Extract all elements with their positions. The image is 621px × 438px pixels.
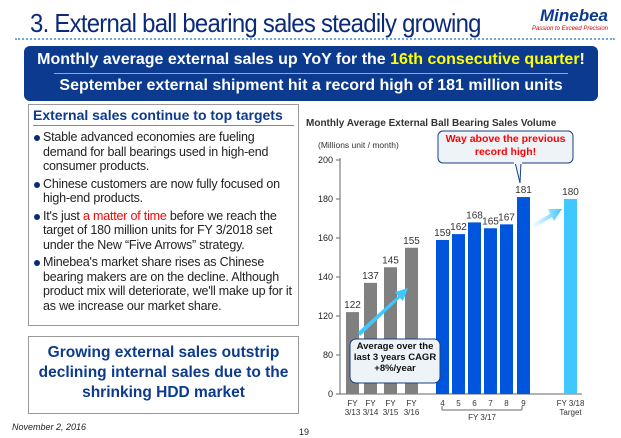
record-callout: Way above the previous record high!	[437, 130, 574, 184]
bar-value-label: 145	[382, 255, 399, 266]
panel-heading: External sales continue to top targets	[33, 107, 294, 126]
bar-value-label: 155	[403, 236, 420, 247]
x-tick-label: 5	[456, 399, 461, 408]
x-tick-label: FY 3/18 Target	[557, 399, 585, 417]
logo-name: Minebea	[539, 6, 608, 25]
x-tick-label: 8	[504, 399, 509, 408]
cagr-callout-text: Average over the last 3 years CAGR +8%/y…	[353, 341, 437, 374]
target-arrow-icon	[532, 209, 562, 228]
banner-line-1: Monthly average external sales up YoY fo…	[24, 51, 598, 69]
bar-value-label: 167	[498, 212, 515, 223]
bar-value-label: 181	[515, 185, 532, 196]
banner-divider	[54, 73, 568, 74]
x-tick-label: 4	[440, 399, 445, 408]
headline-banner: Monthly average external sales up YoY fo…	[24, 46, 598, 101]
bar	[517, 197, 530, 394]
bar-value-label: 122	[344, 300, 361, 311]
bullet-item: It's just a matter of time before we rea…	[33, 209, 294, 253]
y-tick-label: 80	[323, 350, 333, 360]
bar-value-label: 165	[482, 216, 499, 227]
bar-value-label: 180	[562, 187, 579, 198]
page-title: 3. External ball bearing sales steadily …	[30, 8, 481, 38]
bar-value-label: 159	[434, 228, 451, 239]
bullet-item: Stable advanced economies are fueling de…	[33, 130, 294, 174]
title-divider	[15, 38, 615, 40]
bullet-item: Chinese customers are now fully focused …	[33, 177, 294, 206]
bar	[452, 234, 465, 394]
summary-box: Growing external sales outstrip declinin…	[28, 336, 299, 414]
bullet-item: Minebea's market share rises as Chinese …	[33, 255, 294, 313]
record-callout-text: Way above the previous record high!	[445, 133, 566, 158]
y-tick-label: 160	[318, 233, 333, 243]
page-number: 19	[299, 427, 310, 437]
y-tick-label: 0	[328, 389, 333, 399]
bullet-list: Stable advanced economies are fueling de…	[29, 130, 298, 313]
y-tick-label: 140	[318, 272, 333, 282]
footer-date: November 2, 2016	[12, 422, 87, 432]
chart-title: Monthly Average External Ball Bearing Sa…	[306, 118, 557, 129]
bar-value-label: 162	[450, 222, 467, 233]
x-tick-label: FY 3/16	[404, 399, 420, 417]
y-tick-label: 200	[318, 155, 333, 165]
banner-text: !	[579, 51, 585, 68]
bullet-text: It's just	[43, 208, 83, 223]
logo-tagline: Passion to Exceed Precision	[531, 26, 608, 32]
y-tick-label: 180	[318, 194, 333, 204]
growth-arrow-icon	[358, 288, 408, 336]
banner-text: Monthly average external sales up YoY fo…	[37, 51, 391, 68]
x-tick-label: 9	[521, 399, 526, 408]
cagr-callout: Average over the last 3 years CAGR +8%/y…	[349, 338, 441, 384]
sales-volume-chart: Monthly Average External Ball Bearing Sa…	[306, 118, 585, 422]
x-tick-label: FY 3/13	[345, 399, 361, 417]
bullet-emphasis: a matter of time	[82, 208, 167, 223]
banner-line-2: September external shipment hit a record…	[59, 77, 563, 94]
y-tick-label: 120	[318, 311, 333, 321]
x-tick-label: FY 3/14	[363, 399, 379, 417]
bar	[468, 222, 481, 394]
group-label: FY 3/17	[468, 413, 496, 422]
bar	[564, 199, 577, 394]
minebea-logo: Minebea Passion to Exceed Precision	[430, 6, 608, 32]
bar	[500, 224, 513, 394]
bar-value-label: 137	[362, 271, 379, 282]
y-axis-label: (Millions unit / month)	[318, 140, 399, 150]
x-tick-label: 7	[488, 399, 493, 408]
bar	[484, 228, 497, 394]
bar-value-label: 168	[466, 210, 483, 221]
external-sales-panel: External sales continue to top targets S…	[28, 104, 299, 326]
x-tick-label: 6	[472, 399, 477, 408]
x-tick-label: FY 3/15	[383, 399, 399, 417]
banner-highlight: 16th consecutive quarter	[390, 51, 580, 68]
bullet-text: before we reach the target of 180 millio…	[43, 208, 277, 252]
